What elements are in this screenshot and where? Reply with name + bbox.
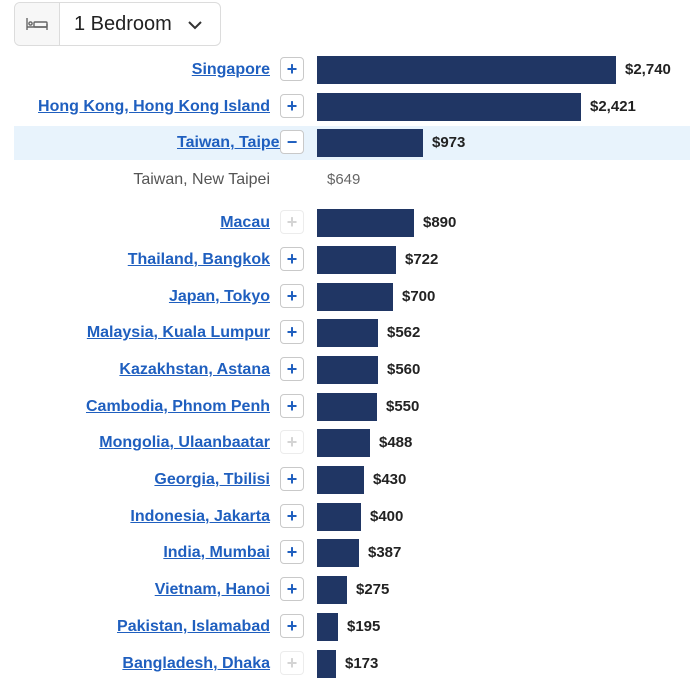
city-link[interactable]: Georgia, Tbilisi [154,471,270,488]
city-link[interactable]: Malaysia, Kuala Lumpur [86,324,270,341]
city-link[interactable]: Taiwan, Taipei [177,134,284,151]
expand-button[interactable]: + [280,357,304,381]
bar-value-label: $195 [347,618,381,635]
collapse-button[interactable]: − [280,130,304,154]
expand-button: + [280,210,304,234]
expand-button[interactable]: + [280,577,304,601]
city-link[interactable]: Japan, Tokyo [168,288,270,305]
city-link[interactable]: Kazakhstan, Astana [119,361,270,378]
bar-value-label: $275 [356,581,390,598]
bedroom-select[interactable]: 1 Bedroom [60,3,220,45]
city-link[interactable]: Bangladesh, Dhaka [122,655,270,672]
chart-row: Thailand, Bangkok + $722 [0,243,690,277]
bar [317,429,370,457]
bar [317,93,581,121]
bar [317,246,396,274]
expand-button[interactable]: + [280,247,304,271]
chart-row: Vietnam, Hanoi + $275 [0,573,690,607]
bar [317,503,361,531]
expand-button[interactable]: + [280,504,304,528]
bar-value-label: $722 [405,251,439,268]
city-link[interactable]: Mongolia, Ulaanbaatar [99,434,270,451]
bar-value-label: $562 [387,324,421,341]
expand-button[interactable]: + [280,320,304,344]
city-link[interactable]: Indonesia, Jakarta [130,508,270,525]
bar [317,393,377,421]
bar [317,650,336,678]
chart-row: Singapore + $2,740 [0,53,690,87]
expand-button[interactable]: + [280,94,304,118]
chart-row: India, Mumbai + $387 [0,536,690,570]
chart-row: Hong Kong, Hong Kong Island + $2,421 [0,90,690,124]
bar [317,466,364,494]
bar-value-label: $700 [402,288,436,305]
bar-value-label: $973 [432,134,466,151]
expand-button[interactable]: + [280,614,304,638]
bar-value-label: $2,421 [590,98,636,115]
chart-row: Mongolia, Ulaanbaatar + $488 [0,426,690,460]
bedroom-select-label: 1 Bedroom [74,12,172,35]
city-link[interactable]: India, Mumbai [163,544,270,561]
expand-button[interactable]: + [280,57,304,81]
expand-button[interactable]: + [280,540,304,564]
chart-row: Taiwan, Taipei − $973 [14,126,690,160]
expand-button: + [280,430,304,454]
chart-row: Bangladesh, Dhaka + $173 [0,647,690,681]
city-link[interactable]: Thailand, Bangkok [127,251,270,268]
bar-value-label: $430 [373,471,407,488]
city-link[interactable]: Hong Kong, Hong Kong Island [38,98,270,115]
sub-row: Taiwan, New Taipei $649 [0,163,690,197]
chart-row: Pakistan, Islamabad + $195 [0,610,690,644]
bar-value-label: $488 [379,434,413,451]
city-link[interactable]: Singapore [191,61,270,78]
bar-value-label: $2,740 [625,61,671,78]
bar-value-label: $890 [423,214,457,231]
bed-icon [15,3,60,45]
bar [317,356,378,384]
chart-row: Georgia, Tbilisi + $430 [0,463,690,497]
bar-value-label: $400 [370,508,404,525]
bar-value-label: $173 [345,655,379,672]
city-link[interactable]: Pakistan, Islamabad [117,618,270,635]
expand-button[interactable]: + [280,467,304,491]
bar-value-label: $550 [386,398,420,415]
sub-city-label: Taiwan, New Taipei [133,171,270,188]
expand-button[interactable]: + [280,394,304,418]
chart-row: Malaysia, Kuala Lumpur + $562 [0,316,690,350]
city-link[interactable]: Vietnam, Hanoi [154,581,270,598]
chart-row: Macau + $890 [0,206,690,240]
bar [317,613,338,641]
chevron-down-icon [188,13,202,36]
bar [317,539,359,567]
bar-value-label: $387 [368,544,402,561]
bar [317,129,423,157]
expand-button[interactable]: + [280,284,304,308]
bar [317,209,414,237]
sub-value-label: $649 [327,171,361,188]
city-link[interactable]: Cambodia, Phnom Penh [85,398,270,415]
chart-row: Kazakhstan, Astana + $560 [0,353,690,387]
bar [317,319,378,347]
bar [317,56,616,84]
chart-row: Japan, Tokyo + $700 [0,280,690,314]
city-link[interactable]: Macau [220,214,270,231]
chart-row: Cambodia, Phnom Penh + $550 [0,390,690,424]
expand-button: + [280,651,304,675]
chart-row: Indonesia, Jakarta + $400 [0,500,690,534]
bar [317,576,347,604]
bar-value-label: $560 [387,361,421,378]
bedroom-selector[interactable]: 1 Bedroom [14,2,221,46]
bar [317,283,393,311]
